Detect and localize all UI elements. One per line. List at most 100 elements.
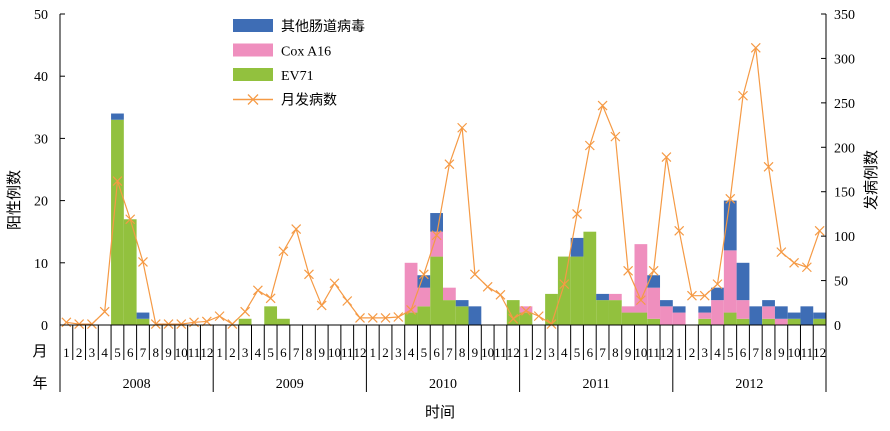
month-label: 7	[753, 345, 760, 360]
line-point-marker	[125, 214, 136, 225]
y2-axis-title: 发病例数	[863, 150, 880, 210]
bar-ev71	[596, 300, 609, 325]
x-marker	[252, 285, 263, 296]
x-marker	[801, 262, 812, 273]
line-point-marker	[74, 319, 85, 330]
bar-ev71	[443, 300, 456, 325]
x-marker	[125, 214, 136, 225]
bar-coxa16	[660, 306, 673, 325]
x-marker	[406, 304, 417, 315]
line-point-marker	[597, 100, 608, 111]
legend-label: EV71	[281, 69, 314, 84]
legend-label: Cox A16	[281, 45, 331, 60]
x-marker	[533, 311, 544, 322]
month-label: 4	[561, 345, 568, 360]
line-series	[61, 42, 825, 330]
year-label: 2012	[735, 377, 763, 392]
line-point-marker	[252, 285, 263, 296]
bar-ev71	[621, 312, 635, 325]
x-axis-title: 时间	[425, 404, 455, 421]
bar-ev71	[277, 318, 290, 325]
line-point-marker	[521, 305, 531, 316]
x-marker	[750, 42, 761, 53]
bar-coxa16	[672, 312, 686, 325]
line-point-marker	[444, 159, 455, 170]
line-point-marker	[661, 152, 672, 162]
month-label: 5	[421, 345, 428, 360]
row-label-month: 月	[32, 344, 47, 360]
bar-ev71	[583, 231, 597, 325]
x-marker	[240, 306, 251, 317]
line-point-marker	[508, 313, 519, 324]
bar-ev71	[404, 312, 418, 325]
bar-coxa16	[621, 306, 635, 313]
bar-其他肠道病毒	[749, 306, 763, 325]
line-point-marker	[418, 269, 429, 280]
line-point-marker	[138, 256, 148, 267]
year-label: 2009	[276, 377, 304, 392]
bars	[111, 113, 826, 326]
x-marker	[763, 161, 774, 172]
bar-ev71	[136, 318, 150, 325]
x-marker	[559, 279, 570, 290]
month-label: 3	[548, 345, 555, 360]
bar-coxa16	[634, 244, 648, 313]
bar-ev71	[506, 300, 520, 325]
bar-coxa16	[519, 306, 533, 313]
line-point-marker	[469, 269, 480, 280]
x-marker	[738, 90, 748, 101]
x-marker	[329, 278, 340, 289]
legend: 其他肠道病毒 Cox A16 EV71 月发病数	[233, 19, 365, 109]
line-point-marker	[725, 193, 736, 204]
line-point-marker	[482, 281, 493, 292]
bar-其他肠道病毒	[800, 306, 814, 325]
bar-ev71	[570, 256, 584, 325]
month-label: 6	[740, 345, 747, 360]
x-marker	[674, 225, 685, 236]
line-point-marker	[227, 319, 238, 330]
month-label: 1	[676, 345, 683, 360]
x-marker	[725, 193, 736, 204]
month-label: 7	[599, 345, 606, 360]
x-marker	[610, 131, 621, 142]
month-label: 12	[200, 345, 213, 360]
x-marker	[227, 319, 238, 330]
x-marker	[431, 230, 442, 241]
bar-ev71	[123, 219, 137, 325]
month-label: 6	[433, 345, 440, 360]
line-point-marker	[431, 230, 442, 241]
legend-item: 月发病数	[233, 93, 337, 109]
line-point-marker	[150, 319, 161, 330]
x-marker	[635, 295, 646, 306]
line-point-marker	[393, 312, 404, 322]
line-point-marker	[265, 293, 276, 304]
bar-coxa16	[647, 287, 661, 319]
bar-其他肠道病毒	[570, 237, 584, 257]
line-point-marker	[789, 257, 800, 268]
month-label: 12	[813, 345, 826, 360]
month-label: 10	[481, 345, 494, 360]
month-label: 3	[89, 345, 96, 360]
bar-coxa16	[711, 300, 724, 325]
x-marker	[201, 316, 212, 327]
month-label: 5	[114, 345, 121, 360]
month-label: 2	[689, 345, 696, 360]
month-label: 5	[727, 345, 734, 360]
line-point-marker	[559, 279, 570, 290]
line-point-marker	[610, 131, 621, 142]
bar-ev71	[787, 318, 801, 325]
bar-其他肠道病毒	[698, 306, 712, 313]
x-marker	[278, 246, 289, 257]
legend-item: EV71	[233, 68, 314, 84]
x-marker	[291, 224, 302, 234]
x-marker	[342, 296, 353, 306]
line-point-marker	[176, 319, 187, 330]
month-label: 2	[382, 345, 389, 360]
x-marker	[712, 279, 723, 290]
x-marker	[508, 313, 519, 324]
x-marker	[176, 319, 187, 330]
bar-其他肠道病毒	[111, 113, 124, 120]
bar-coxa16	[608, 293, 622, 301]
line-point-marker	[163, 319, 174, 330]
month-label: 6	[127, 345, 134, 360]
